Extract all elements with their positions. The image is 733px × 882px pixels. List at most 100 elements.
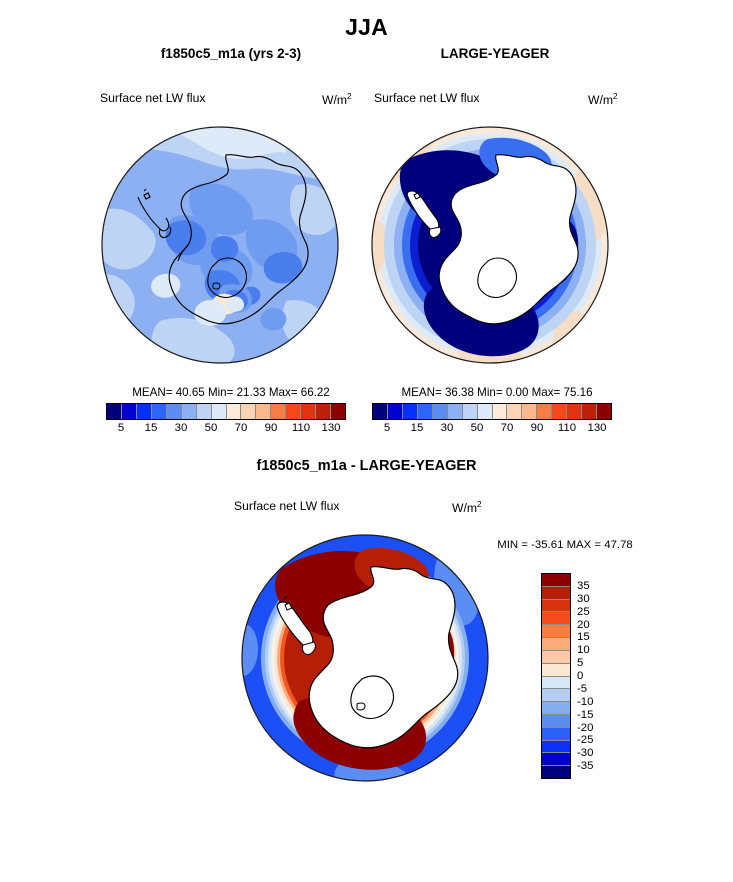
diff-panel-stats: MIN = -35.61 MAX = 47.78: [497, 539, 633, 551]
colorbar-segment: [196, 404, 212, 419]
colorbar-tick-label: 70: [234, 422, 248, 434]
colorbar-tick-label: -10: [577, 695, 594, 708]
left-map-svg: [101, 126, 339, 364]
diff-panel-units-label: W/m2: [452, 499, 482, 515]
colorbar-segment: [432, 404, 448, 419]
right-colorbar-ticks: 5 15 30 50 70 90 110 130: [372, 422, 612, 438]
diff-colorbar-ticks: 35 30 25 20 15 10 5 0 -5 -10 -15 -20 -25 -30 -35: [577, 573, 623, 779]
colorbar-segment: [211, 404, 227, 419]
diff-map-svg: [241, 534, 489, 782]
colorbar-tick-label: 5: [117, 422, 125, 434]
right-map-border: [371, 126, 609, 364]
colorbar-segment: [301, 404, 317, 419]
colorbar-segment: [542, 625, 570, 639]
colorbar-segment: [537, 404, 553, 419]
left-panel-stats: MEAN= 40.65 Min= 21.33 Max= 66.22: [132, 386, 330, 399]
colorbar-segment: [582, 404, 598, 419]
colorbar-segment: [542, 586, 570, 600]
diff-map-continent-mask: [276, 565, 459, 749]
colorbar-segment: [107, 404, 122, 419]
colorbar-tick-label: 110: [291, 422, 311, 434]
right-map-svg: [371, 126, 609, 364]
colorbar-segment: [373, 404, 388, 419]
colorbar-segment: [151, 404, 167, 419]
colorbar-segment: [597, 404, 611, 419]
right-panel-title: LARGE-YEAGER: [440, 46, 550, 61]
right-units-text: W/m: [588, 93, 614, 108]
left-map-border: [101, 126, 339, 364]
colorbar-segment: [181, 404, 197, 419]
left-colorbar[interactable]: [106, 403, 346, 420]
colorbar-segment: [542, 650, 570, 664]
colorbar-segment: [542, 702, 570, 715]
diff-units-text: W/m: [452, 501, 478, 516]
colorbar-segment: [256, 404, 272, 419]
colorbar-segment: [447, 404, 463, 419]
colorbar-segment: [121, 404, 137, 419]
colorbar-tick-label: 30: [174, 422, 188, 434]
colorbar-tick-label: 30: [577, 592, 590, 605]
colorbar-tick-label: 30: [440, 422, 454, 434]
colorbar-segment: [542, 663, 570, 677]
colorbar-segment: [271, 404, 287, 419]
colorbar-tick-label: -30: [577, 747, 594, 760]
colorbar-segment: [542, 638, 570, 651]
colorbar-tick-label: 0: [577, 670, 584, 682]
colorbar-segment: [542, 766, 570, 778]
colorbar-tick-label: 90: [530, 422, 544, 434]
colorbar-tick-label: 130: [321, 422, 341, 434]
right-panel-stats: MEAN= 36.38 Min= 0.00 Max= 75.16: [401, 386, 593, 399]
colorbar-segment: [136, 404, 152, 419]
colorbar-segment: [542, 753, 570, 767]
colorbar-segment: [241, 404, 257, 419]
colorbar-segment: [567, 404, 583, 419]
left-panel-title: f1850c5_m1a (yrs 2-3): [160, 46, 302, 61]
colorbar-tick-label: 5: [577, 657, 584, 670]
colorbar-tick-label: 15: [577, 631, 590, 644]
colorbar-segment: [226, 404, 242, 419]
colorbar-tick-label: 110: [557, 422, 577, 434]
colorbar-segment: [542, 676, 570, 690]
colorbar-segment: [522, 404, 538, 419]
right-panel-variable-label: Surface net LW flux: [374, 91, 480, 105]
colorbar-segment: [462, 404, 478, 419]
right-map-continent-mask: [406, 154, 579, 325]
colorbar-tick-label: 130: [587, 422, 607, 434]
diff-panel-title: f1850c5_m1a - LARGE-YEAGER: [256, 458, 477, 474]
colorbar-segment: [542, 574, 570, 587]
colorbar-tick-label: 15: [410, 422, 424, 434]
right-panel-units-label: W/m2: [588, 91, 618, 107]
diff-units-exponent: 2: [477, 499, 482, 509]
left-panel-units-label: W/m2: [322, 91, 352, 107]
colorbar-segment: [542, 612, 570, 626]
left-polar-map: [100, 125, 340, 365]
colorbar-tick-label: 5: [383, 422, 391, 434]
right-units-exponent: 2: [613, 91, 618, 101]
figure-season-title: JJA: [345, 14, 388, 40]
colorbar-tick-label: 20: [577, 618, 590, 631]
colorbar-tick-label: 70: [500, 422, 514, 434]
diff-map-border: [241, 534, 489, 782]
colorbar-segment: [492, 404, 508, 419]
colorbar-tick-label: -25: [577, 734, 594, 747]
colorbar-segment: [542, 727, 570, 741]
colorbar-tick-label: 10: [577, 644, 590, 657]
diff-colorbar[interactable]: [541, 573, 571, 779]
colorbar-segment: [507, 404, 523, 419]
colorbar-segment: [477, 404, 493, 419]
colorbar-tick-label: 35: [577, 579, 590, 592]
colorbar-segment: [542, 599, 570, 613]
colorbar-segment: [552, 404, 568, 419]
colorbar-segment: [166, 404, 182, 419]
left-units-exponent: 2: [347, 91, 352, 101]
colorbar-segment: [402, 404, 418, 419]
colorbar-tick-label: 15: [144, 422, 158, 434]
colorbar-segment: [387, 404, 403, 419]
colorbar-tick-label: -35: [577, 760, 594, 773]
colorbar-tick-label: 50: [470, 422, 484, 434]
right-colorbar[interactable]: [372, 403, 612, 420]
colorbar-tick-label: 90: [264, 422, 278, 434]
colorbar-segment: [542, 740, 570, 754]
colorbar-tick-label: 50: [204, 422, 218, 434]
colorbar-segment: [286, 404, 302, 419]
